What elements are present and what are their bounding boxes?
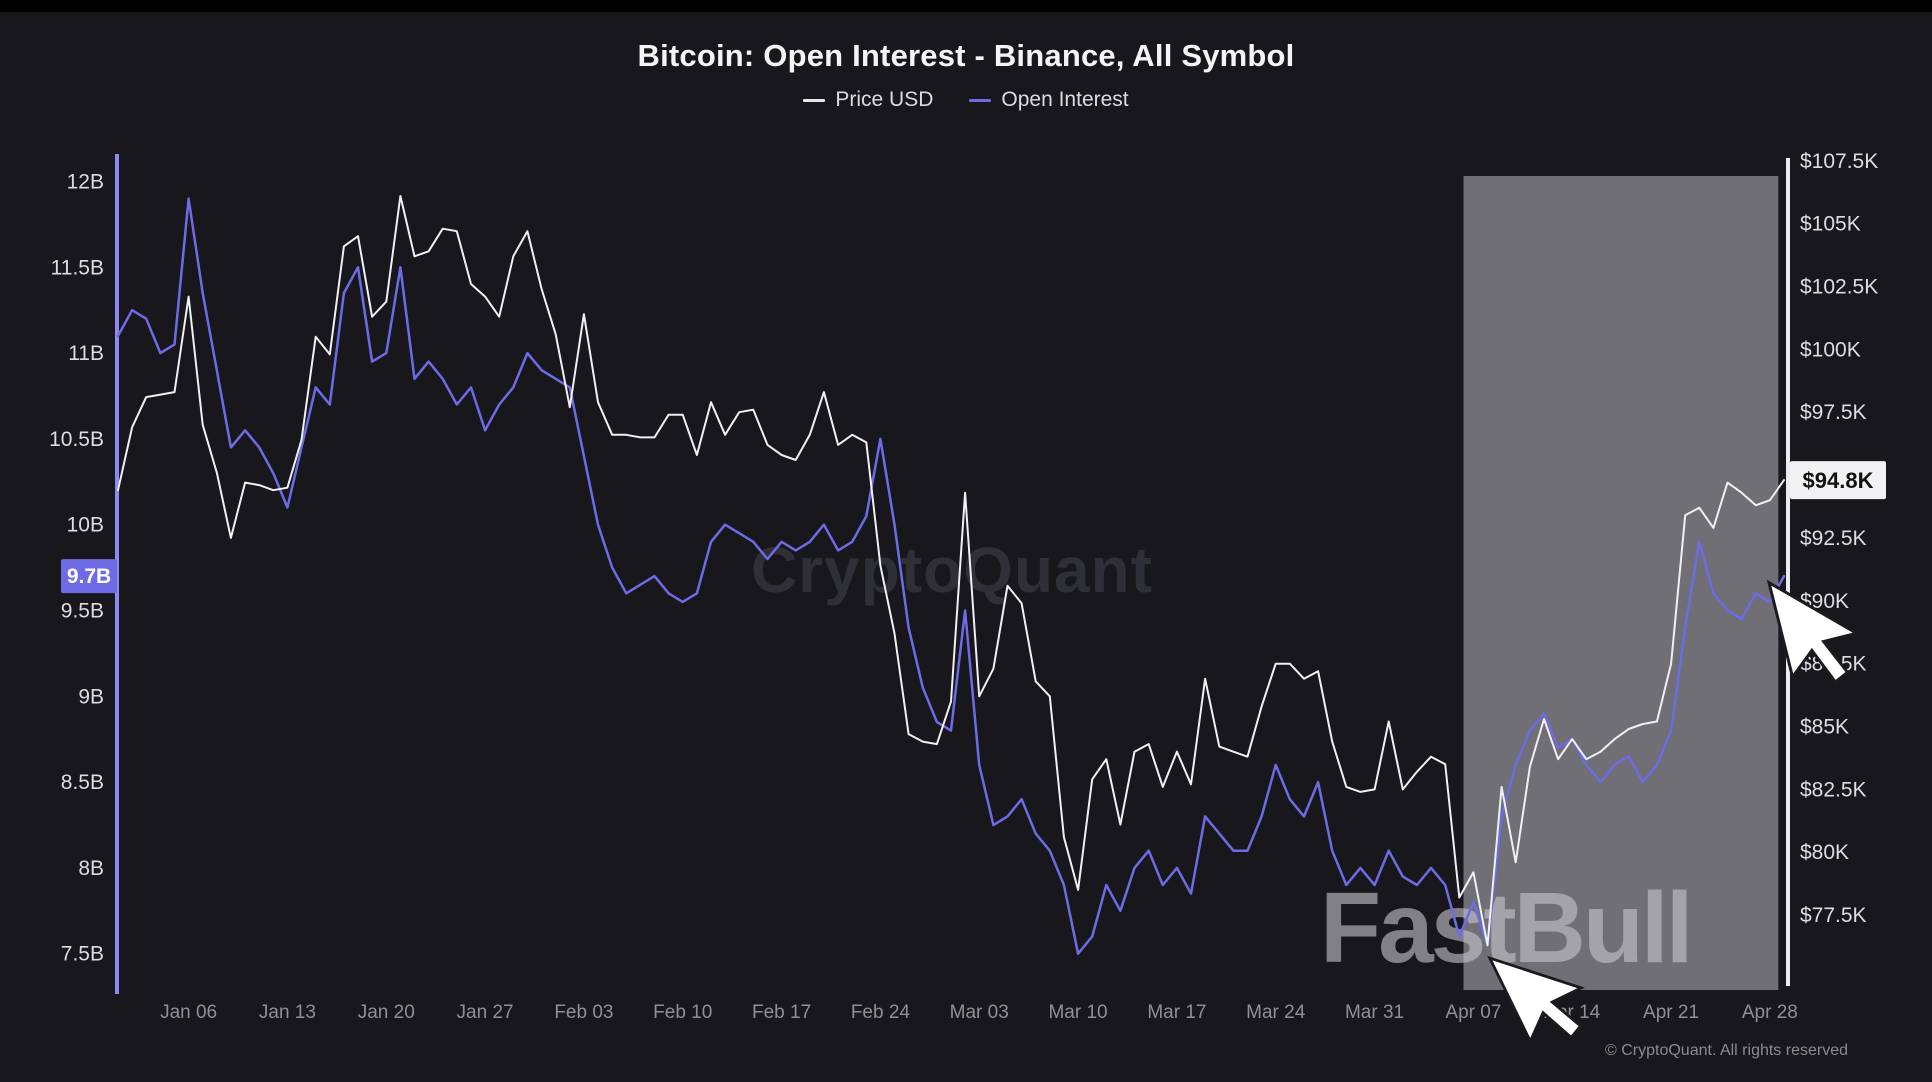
x-axis-tick: Feb 24 <box>851 1002 911 1023</box>
x-axis-tick: Apr 14 <box>1544 1002 1600 1023</box>
x-axis-tick: Jan 27 <box>457 1002 514 1023</box>
series-open-interest <box>116 197 1786 955</box>
x-axis-tick: Jan 13 <box>259 1002 316 1023</box>
left-axis-tick: 8B <box>78 857 104 880</box>
right-axis-tick: $97.5K <box>1800 401 1867 424</box>
right-axis-tick: $100K <box>1800 338 1861 361</box>
fastbull-watermark: FastBull <box>1320 872 1690 984</box>
right-axis-tick: $80K <box>1800 841 1849 864</box>
price-current-value: $94.8K <box>1803 468 1874 493</box>
legend-item-open-interest[interactable]: Open Interest <box>969 88 1129 112</box>
right-axis-tick: $90K <box>1800 590 1849 613</box>
copyright-text: © CryptoQuant. All rights reserved <box>1605 1042 1848 1059</box>
left-axis-tick: 10.5B <box>49 428 104 451</box>
left-axis-tick: 10B <box>67 514 104 537</box>
chart-header: Bitcoin: Open Interest - Binance, All Sy… <box>0 12 1932 112</box>
right-axis-tick: $102.5K <box>1800 276 1878 299</box>
right-axis-tick: $82.5K <box>1800 778 1867 801</box>
series-price-usd <box>117 195 1785 947</box>
x-axis-tick: Feb 17 <box>752 1002 811 1023</box>
legend: Price USD Open Interest <box>0 88 1932 112</box>
x-axis-tick: Mar 03 <box>950 1002 1009 1023</box>
price-current-badge <box>1790 461 1886 500</box>
right-axis-line <box>1786 158 1790 986</box>
top-strip <box>0 0 1932 12</box>
left-axis-tick: 9.5B <box>61 599 104 622</box>
open-interest-legend-label: Open Interest <box>1001 88 1129 111</box>
cryptoquant-watermark: CryptoQuant <box>751 534 1153 606</box>
x-axis-tick: Feb 03 <box>554 1002 613 1023</box>
price-legend-swatch <box>803 98 826 102</box>
legend-item-price-usd[interactable]: Price USD <box>803 88 933 112</box>
x-axis-tick: Mar 31 <box>1345 1002 1404 1023</box>
left-axis-tick: 11B <box>68 342 104 365</box>
chart-title: Bitcoin: Open Interest - Binance, All Sy… <box>637 38 1295 73</box>
right-axis-tick: $105K <box>1800 213 1861 236</box>
open-interest-current-value: 9.7B <box>67 565 111 588</box>
left-axis-tick: 8.5B <box>61 771 104 794</box>
left-axis-tick: 12B <box>67 170 104 193</box>
right-axis-tick: $85K <box>1800 716 1849 739</box>
x-axis-tick: Apr 28 <box>1742 1002 1798 1023</box>
right-axis-tick: $107.5K <box>1800 150 1878 173</box>
x-axis-tick: Jan 06 <box>160 1002 217 1023</box>
left-axis-tick: 7.5B <box>61 943 104 966</box>
x-axis-tick: Apr 21 <box>1643 1002 1699 1023</box>
x-axis-tick: Apr 07 <box>1445 1002 1501 1023</box>
right-axis-tick: $87.5K <box>1800 653 1867 676</box>
right-axis-tick: $92.5K <box>1800 527 1867 550</box>
left-axis-tick: 11.5B <box>51 256 104 279</box>
zoom-selection-region[interactable] <box>1463 176 1779 990</box>
x-axis-tick: Jan 20 <box>358 1002 415 1023</box>
right-axis-tick: $77.5K <box>1800 904 1867 927</box>
x-axis-tick: Mar 24 <box>1246 1002 1306 1023</box>
x-axis-tick: Mar 17 <box>1147 1002 1206 1023</box>
open-interest-legend-swatch <box>969 98 992 102</box>
left-axis-tick: 9B <box>78 685 104 708</box>
x-axis-tick: Feb 10 <box>653 1002 712 1023</box>
price-legend-label: Price USD <box>835 88 934 111</box>
x-axis-tick: Mar 10 <box>1048 1002 1107 1023</box>
open-interest-current-badge <box>61 559 117 594</box>
